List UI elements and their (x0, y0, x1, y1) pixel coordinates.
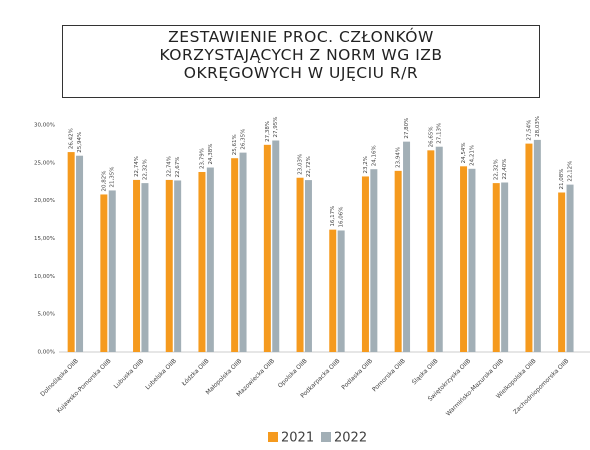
x-tick-label: Śląska OIIB (411, 358, 440, 387)
bar (468, 168, 476, 352)
bar (304, 180, 312, 352)
chart-title: ZESTAWIENIE PROC. CZŁONKÓW KORZYSTAJĄCYC… (62, 25, 540, 98)
y-tick-label: 30,00% (34, 123, 55, 129)
title-box: ZESTAWIENIE PROC. CZŁONKÓW KORZYSTAJĄCYC… (62, 25, 540, 98)
value-label: 20,82% (101, 170, 107, 191)
bar (206, 167, 214, 352)
bar (403, 141, 411, 352)
value-label: 23,03% (298, 154, 304, 175)
x-tick-label: Lubuska OIIB (113, 358, 146, 391)
value-label: 21,35% (110, 166, 116, 187)
value-label: 22,32% (142, 159, 148, 180)
value-label: 24,21% (469, 145, 475, 166)
bar (427, 150, 435, 352)
x-tick-label: Warmińsko-Mazurska OIIB (445, 358, 505, 418)
y-tick-label: 0,00% (38, 350, 55, 356)
bar (501, 182, 509, 352)
legend-swatch (268, 432, 278, 442)
bar (525, 143, 533, 352)
value-label: 22,74% (167, 156, 173, 177)
value-label: 24,16% (371, 145, 377, 166)
value-label: 26,42% (69, 128, 75, 149)
bar (133, 179, 141, 352)
bar (296, 177, 304, 352)
value-label: 22,32% (494, 159, 500, 180)
value-label: 28,03% (535, 116, 541, 137)
bar (370, 169, 378, 352)
x-tick-label: Pomorska OIIB (371, 358, 407, 394)
bar (174, 180, 182, 352)
legend-label: 2021 (281, 431, 314, 446)
bar (263, 144, 271, 352)
value-label: 24,54% (461, 142, 467, 163)
bar (67, 152, 75, 352)
bar (239, 152, 247, 352)
bar (394, 170, 402, 352)
bar (272, 140, 280, 352)
value-label: 22,12% (568, 161, 574, 182)
bar (558, 192, 566, 352)
legend-label: 2022 (334, 431, 367, 446)
bar (231, 158, 239, 352)
y-tick-label: 10,00% (34, 274, 55, 280)
bar (566, 184, 574, 352)
legend-swatch (321, 432, 331, 442)
bar (329, 229, 337, 352)
value-label: 22,72% (306, 156, 312, 177)
x-tick-label: Lubelska OIIB (144, 358, 178, 392)
x-tick-label: Opolska OIIB (277, 358, 309, 390)
y-tick-label: 5,00% (38, 312, 55, 318)
value-label: 26,35% (241, 129, 247, 150)
value-label: 16,06% (339, 206, 345, 227)
bar (492, 183, 500, 352)
x-tick-label: Zachodniopomorska OIIB (512, 358, 570, 416)
value-label: 22,74% (134, 156, 140, 177)
y-tick-label: 15,00% (34, 236, 55, 242)
value-label: 27,38% (265, 121, 271, 142)
value-label: 22,67% (175, 156, 181, 177)
bar (100, 194, 108, 352)
value-label: 24,38% (208, 144, 214, 165)
value-label: 23,79% (199, 148, 205, 169)
x-tick-label: Łódzka OIIB (180, 358, 211, 389)
value-label: 27,95% (273, 117, 279, 138)
x-tick-label: Kujawsko-Pomorska OIIB (56, 358, 113, 415)
bar (165, 179, 173, 352)
value-label: 27,13% (437, 123, 443, 144)
value-label: 27,54% (526, 120, 532, 141)
bar (76, 155, 84, 352)
value-label: 26,65% (428, 126, 434, 147)
y-tick-label: 25,00% (34, 160, 55, 166)
value-label: 21,08% (559, 169, 565, 190)
bar (533, 139, 541, 352)
bar (108, 190, 116, 352)
x-tick-label: Podlaska OIIB (340, 358, 374, 392)
value-label: 22,40% (502, 159, 508, 180)
value-label: 16,17% (330, 206, 336, 227)
bar (141, 183, 149, 352)
y-tick-label: 20,00% (34, 198, 55, 204)
bar (337, 230, 345, 352)
bar (198, 171, 206, 352)
value-label: 23,2% (363, 156, 369, 173)
value-label: 27,80% (404, 118, 410, 139)
bar (460, 166, 468, 352)
bar (435, 146, 443, 352)
value-label: 25,94% (77, 132, 83, 153)
value-label: 25,61% (232, 134, 238, 155)
bar (361, 176, 369, 352)
value-label: 23,94% (396, 147, 402, 168)
